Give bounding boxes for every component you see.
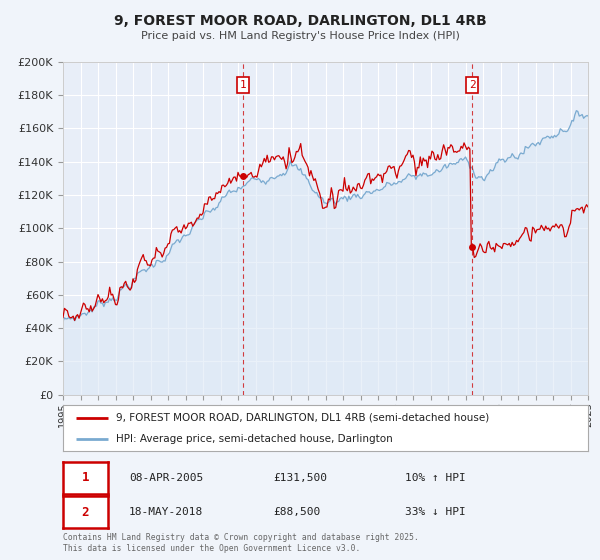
Text: HPI: Average price, semi-detached house, Darlington: HPI: Average price, semi-detached house,… <box>115 435 392 444</box>
Text: 1: 1 <box>239 80 246 90</box>
Text: 9, FOREST MOOR ROAD, DARLINGTON, DL1 4RB: 9, FOREST MOOR ROAD, DARLINGTON, DL1 4RB <box>113 14 487 28</box>
Text: Price paid vs. HM Land Registry's House Price Index (HPI): Price paid vs. HM Land Registry's House … <box>140 31 460 41</box>
Text: £131,500: £131,500 <box>273 473 327 483</box>
Text: 10% ↑ HPI: 10% ↑ HPI <box>405 473 466 483</box>
Text: 1: 1 <box>82 472 89 484</box>
Text: 08-APR-2005: 08-APR-2005 <box>129 473 203 483</box>
Text: Contains HM Land Registry data © Crown copyright and database right 2025.
This d: Contains HM Land Registry data © Crown c… <box>63 533 419 553</box>
Text: 18-MAY-2018: 18-MAY-2018 <box>129 507 203 517</box>
Text: 2: 2 <box>82 506 89 519</box>
Text: 2: 2 <box>469 80 476 90</box>
Text: £88,500: £88,500 <box>273 507 320 517</box>
Text: 9, FOREST MOOR ROAD, DARLINGTON, DL1 4RB (semi-detached house): 9, FOREST MOOR ROAD, DARLINGTON, DL1 4RB… <box>115 413 489 423</box>
Text: 33% ↓ HPI: 33% ↓ HPI <box>405 507 466 517</box>
